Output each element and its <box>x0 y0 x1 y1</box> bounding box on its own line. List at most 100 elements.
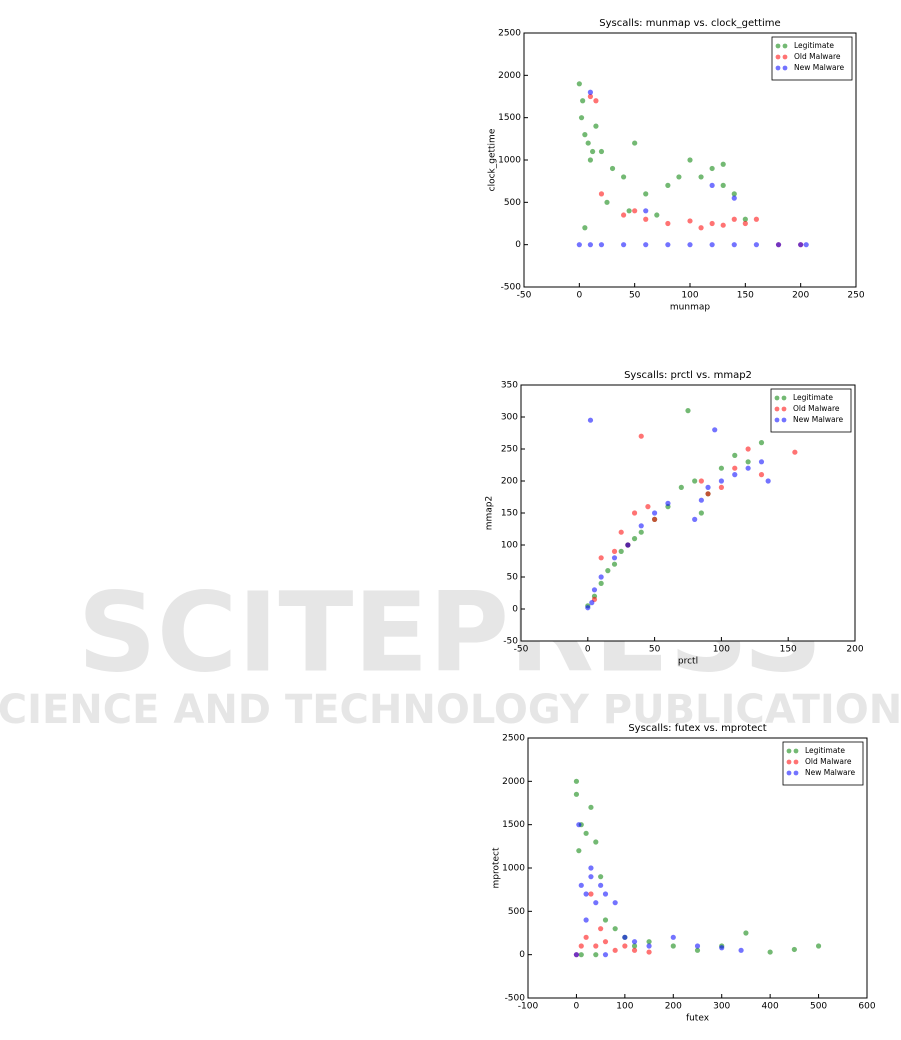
point <box>612 926 618 932</box>
point <box>718 484 725 490</box>
point <box>576 822 582 828</box>
chart-title: Syscalls: munmap vs. clock_gettime <box>599 18 780 29</box>
point <box>611 555 618 561</box>
point <box>670 943 676 949</box>
x-tick-label: 200 <box>846 645 863 655</box>
legend-marker <box>775 54 781 60</box>
y-tick-label: 350 <box>501 381 518 391</box>
point <box>742 220 748 227</box>
x-tick-label: 50 <box>629 291 641 301</box>
point <box>632 140 638 146</box>
point <box>652 516 658 523</box>
y-tick-label: 500 <box>504 198 521 208</box>
point <box>622 934 628 940</box>
point <box>775 242 782 248</box>
point <box>583 917 589 923</box>
point <box>618 548 624 555</box>
point <box>765 478 771 484</box>
point <box>583 830 589 836</box>
point <box>621 174 627 180</box>
point <box>719 945 725 951</box>
point <box>598 148 605 155</box>
y-tick-label: -50 <box>503 637 518 647</box>
legend-label: Legitimate <box>794 41 834 50</box>
point <box>745 446 751 452</box>
point <box>587 89 594 95</box>
y-tick-label: 1000 <box>502 864 525 874</box>
legend-marker <box>774 417 780 423</box>
legend-marker <box>775 43 781 49</box>
y-tick-label: 0 <box>515 240 521 250</box>
point <box>705 491 711 497</box>
point <box>598 555 604 561</box>
point <box>585 605 591 611</box>
point <box>611 561 618 567</box>
point <box>687 157 693 163</box>
point <box>573 778 580 784</box>
x-tick-label: 0 <box>576 291 582 301</box>
point <box>694 947 701 953</box>
point <box>803 242 809 248</box>
point <box>731 191 737 197</box>
point <box>692 478 698 484</box>
y-tick-label: 2000 <box>498 71 521 81</box>
point <box>609 165 616 172</box>
point <box>709 242 715 248</box>
x-tick-label: 200 <box>792 291 809 301</box>
point <box>643 191 649 197</box>
point <box>576 242 582 248</box>
point <box>815 943 822 949</box>
point <box>593 123 599 129</box>
point <box>665 242 671 248</box>
legend-marker <box>786 770 792 776</box>
point <box>654 212 660 218</box>
point <box>698 497 704 503</box>
x-tick-label: 50 <box>649 645 661 655</box>
point <box>625 542 631 548</box>
point <box>631 939 638 945</box>
legend-marker <box>774 406 780 412</box>
point <box>731 216 737 222</box>
point <box>732 465 738 471</box>
point <box>598 874 604 880</box>
point <box>598 882 604 888</box>
legend-label: New Malware <box>805 768 856 777</box>
y-tick-label: 500 <box>508 907 525 917</box>
point <box>738 947 744 953</box>
point <box>731 242 737 248</box>
point <box>798 242 804 248</box>
point <box>720 161 726 167</box>
point <box>638 523 644 529</box>
point <box>705 484 711 490</box>
y-axis-label: clock_gettime <box>488 128 498 191</box>
y-tick-label: 150 <box>501 509 518 519</box>
legend-label: Old Malware <box>793 404 840 413</box>
point <box>602 917 609 923</box>
point <box>604 199 610 205</box>
point <box>753 242 760 248</box>
point <box>709 165 715 172</box>
legend-label: Old Malware <box>794 52 841 61</box>
point <box>589 600 595 606</box>
y-tick-label: 0 <box>512 605 518 615</box>
y-tick-label: 1500 <box>502 820 525 830</box>
point <box>593 952 599 958</box>
point <box>621 242 627 248</box>
legend-marker <box>793 748 799 754</box>
legend-label: New Malware <box>794 63 845 72</box>
point <box>678 484 684 490</box>
chart-title: Syscalls: futex vs. mprotect <box>628 723 766 734</box>
point <box>591 587 598 593</box>
point <box>573 952 580 958</box>
y-tick-label: 2000 <box>502 777 525 787</box>
point <box>731 195 737 201</box>
point <box>588 865 594 871</box>
point <box>576 848 582 854</box>
point <box>598 242 605 248</box>
point <box>602 952 609 958</box>
legend-marker <box>793 759 799 765</box>
x-tick-label: -50 <box>514 645 529 655</box>
point <box>698 225 704 231</box>
point <box>687 242 693 248</box>
point <box>587 93 594 100</box>
